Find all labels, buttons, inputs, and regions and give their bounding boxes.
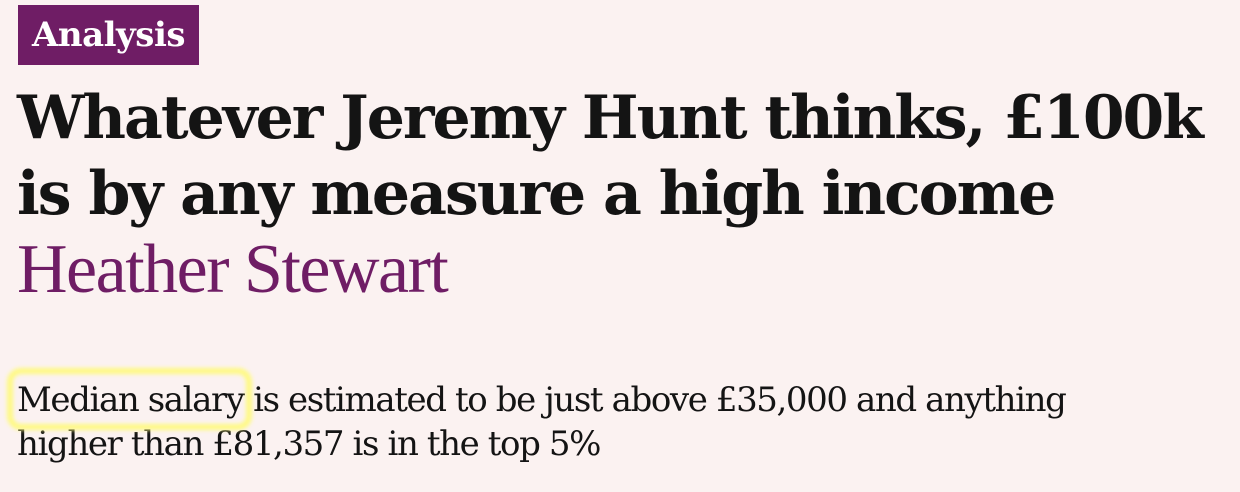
standfirst-text: is estimated to be just above £35,000 an… [17, 380, 1067, 464]
article-standfirst: Median salary is estimated to be just ab… [17, 378, 1127, 466]
section-kicker-label[interactable]: Analysis [18, 5, 200, 65]
highlighted-phrase: Median salary [17, 380, 245, 420]
author-byline[interactable]: Heather Stewart [17, 231, 449, 308]
article-headline: Whatever Jeremy Hunt thinks, £100k is by… [17, 83, 1204, 229]
